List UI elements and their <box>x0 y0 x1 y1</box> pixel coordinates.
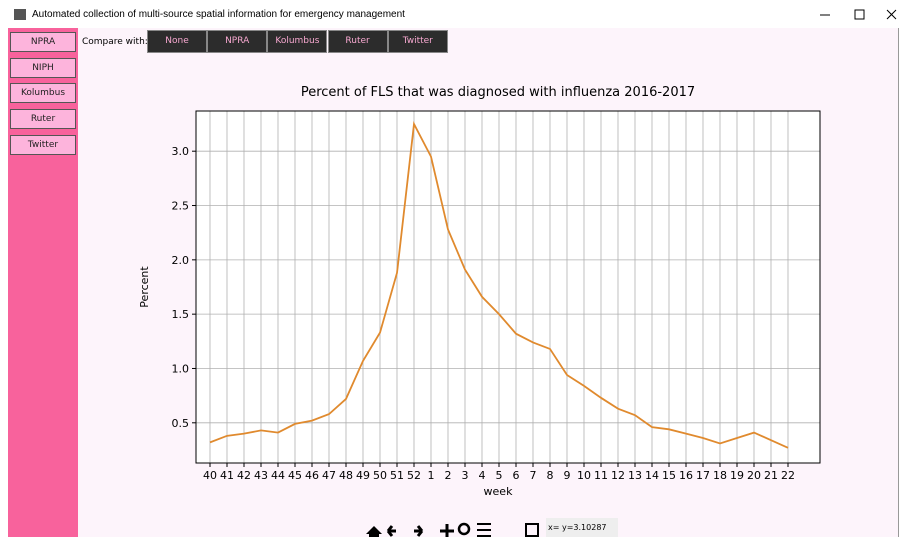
forward-icon[interactable] <box>414 525 424 537</box>
x-tick-label: 2 <box>445 469 452 482</box>
plot-frame <box>195 110 821 464</box>
save-icon[interactable] <box>525 523 539 537</box>
x-tick-label: 3 <box>462 469 469 482</box>
x-tick-label: 41 <box>220 469 234 482</box>
x-tick-label: 47 <box>322 469 336 482</box>
y-tick-label: 2.5 <box>172 200 190 213</box>
x-tick-label: 46 <box>305 469 319 482</box>
x-tick-label: 12 <box>611 469 625 482</box>
compare-button[interactable]: None <box>147 30 207 53</box>
app-icon <box>14 9 26 20</box>
x-tick-label: 19 <box>730 469 744 482</box>
x-tick-label: 15 <box>662 469 676 482</box>
sidebar-button[interactable]: NIPH <box>10 57 76 78</box>
x-tick-label: 44 <box>271 469 285 482</box>
x-tick-label: 43 <box>254 469 268 482</box>
compare-button[interactable]: Ruter <box>327 30 388 53</box>
title-bar: Automated collection of multi-source spa… <box>0 0 906 28</box>
x-tick-label: 7 <box>530 469 537 482</box>
x-tick-label: 22 <box>781 469 795 482</box>
x-tick-label: 52 <box>407 469 421 482</box>
toolbar-icons <box>366 522 539 537</box>
x-tick-label: 40 <box>203 469 217 482</box>
scrollbar[interactable] <box>898 28 906 537</box>
x-tick-label: 4 <box>479 469 486 482</box>
configure-icon[interactable] <box>477 523 491 537</box>
back-icon[interactable] <box>386 525 396 537</box>
y-tick-label: 0.5 <box>172 417 190 430</box>
x-tick-label: 18 <box>713 469 727 482</box>
x-tick-label: 45 <box>288 469 302 482</box>
status-text: x= y=3.10287 <box>546 518 618 537</box>
sidebar-button[interactable]: Ruter <box>10 109 76 130</box>
y-tick-label: 1.5 <box>172 308 190 321</box>
x-tick-label: 13 <box>628 469 642 482</box>
compare-button[interactable]: NPRA <box>207 30 268 53</box>
x-tick-label: 1 <box>428 469 435 482</box>
home-icon[interactable] <box>366 526 382 537</box>
sidebar: NPRA NIPH Kolumbus Ruter Twitter <box>8 28 78 537</box>
sidebar-button[interactable]: Kolumbus <box>10 83 76 104</box>
chart: Percent of FLS that was diagnosed with i… <box>138 85 821 537</box>
x-tick-label: 5 <box>496 469 503 482</box>
x-tick-label: 48 <box>339 469 353 482</box>
x-tick-label: 10 <box>577 469 591 482</box>
x-tick-label: 8 <box>547 469 554 482</box>
x-tick-label: 21 <box>764 469 778 482</box>
x-tick-label: 11 <box>594 469 608 482</box>
y-tick-label: 3.0 <box>172 145 190 158</box>
x-axis-label: week <box>484 485 514 498</box>
y-tick-label: 2.0 <box>172 254 190 267</box>
x-tick-label: 20 <box>747 469 761 482</box>
x-tick-label: 9 <box>564 469 571 482</box>
sidebar-button[interactable]: NPRA <box>10 32 76 52</box>
x-tick-label: 17 <box>696 469 710 482</box>
plot-area <box>196 111 820 463</box>
x-tick-label: 6 <box>513 469 520 482</box>
y-tick-label: 1.0 <box>172 362 190 375</box>
x-tick-label: 42 <box>237 469 251 482</box>
pan-icon[interactable] <box>440 524 454 537</box>
y-axis-label: Percent <box>138 266 151 308</box>
maximize-icon[interactable] <box>854 9 865 20</box>
compare-button[interactable]: Kolumbus <box>267 30 328 53</box>
compare-label: Compare with: <box>82 37 148 47</box>
x-tick-label: 16 <box>679 469 693 482</box>
title-bar-icons <box>14 9 897 20</box>
zoom-icon[interactable] <box>457 522 471 536</box>
compare-button[interactable]: Twitter <box>387 30 448 53</box>
x-tick-label: 49 <box>356 469 370 482</box>
data-line <box>209 121 789 449</box>
window-title: Automated collection of multi-source spa… <box>32 9 405 20</box>
close-icon[interactable] <box>886 9 897 20</box>
x-tick-label: 51 <box>390 469 404 482</box>
x-tick-label: 50 <box>373 469 387 482</box>
sidebar-button[interactable]: Twitter <box>10 134 76 155</box>
chart-title: Percent of FLS that was diagnosed with i… <box>301 85 695 100</box>
x-tick-label: 14 <box>645 469 659 482</box>
